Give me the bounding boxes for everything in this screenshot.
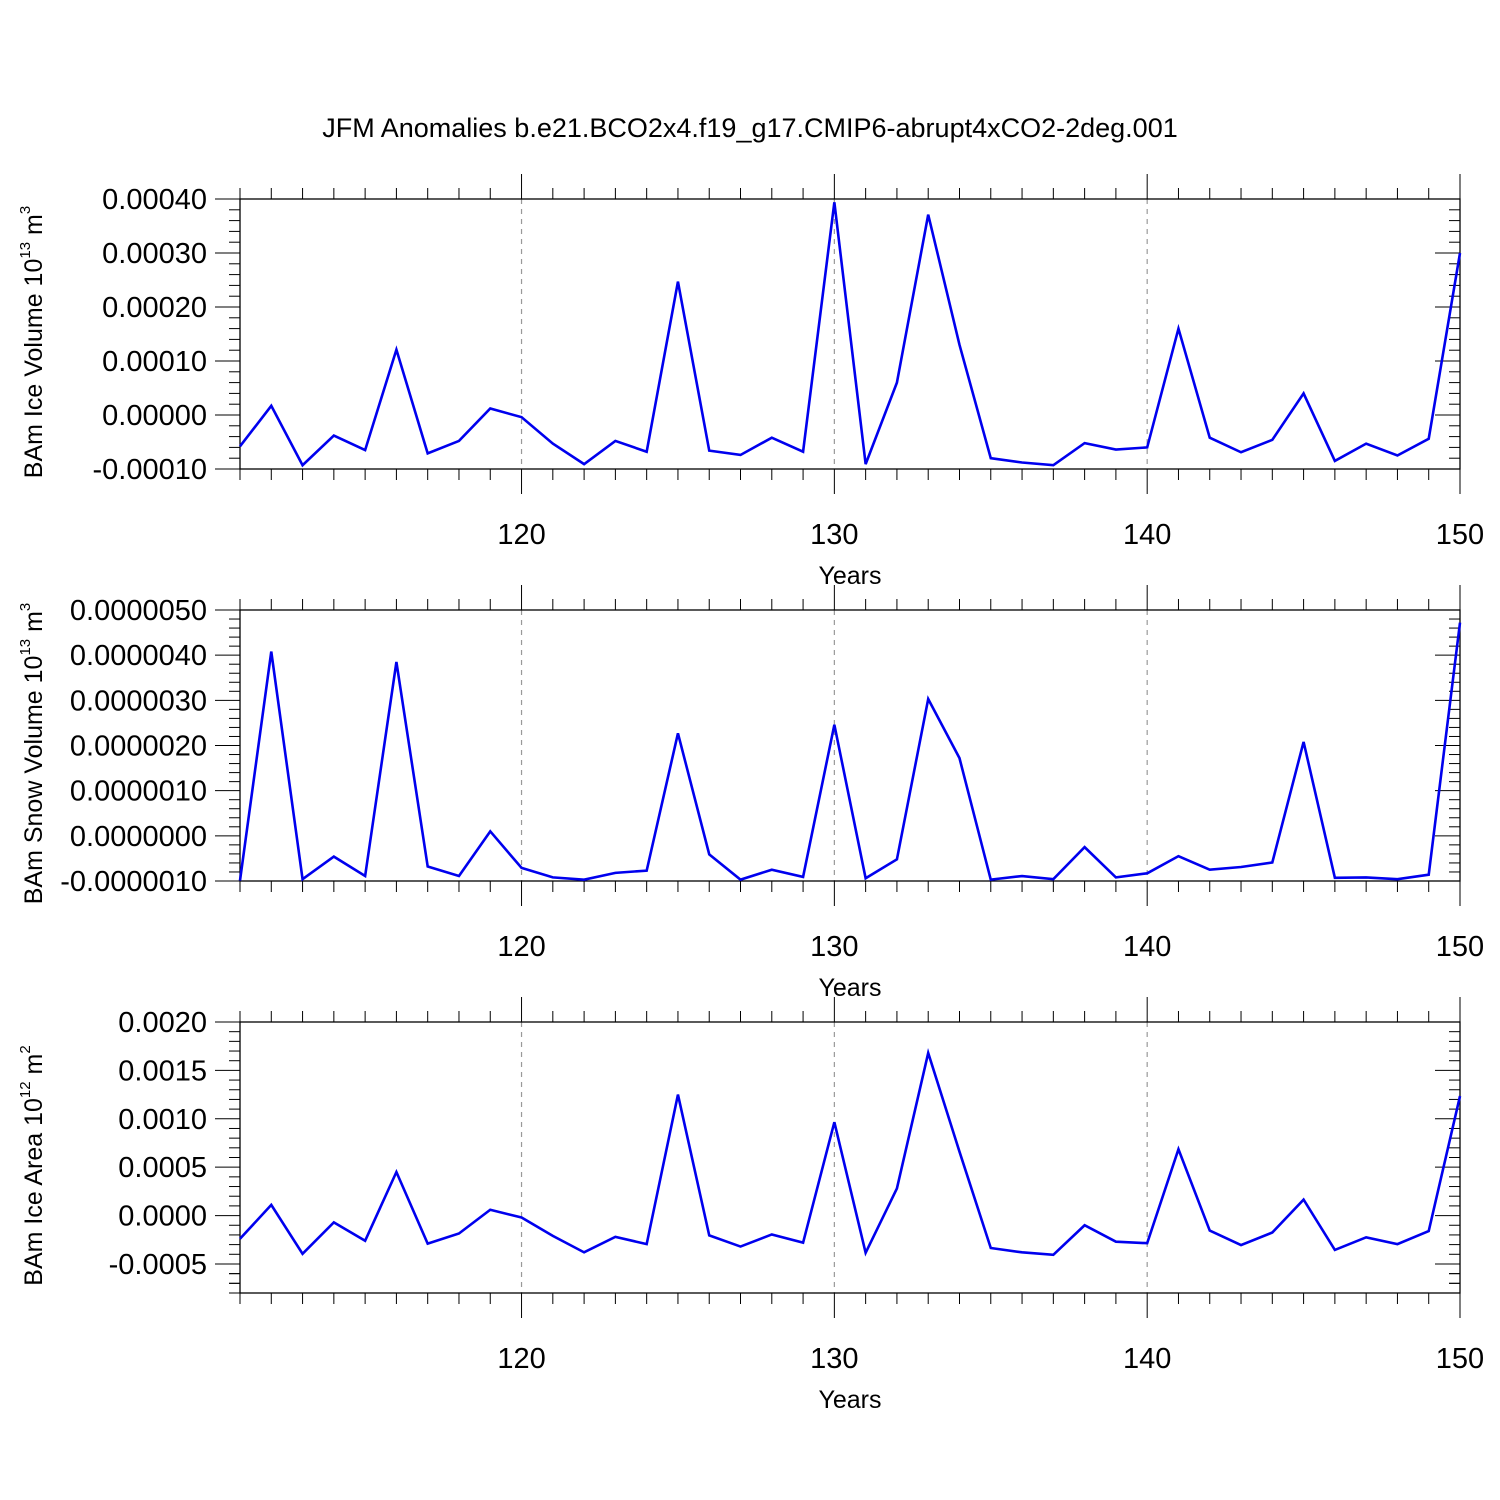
y-tick-label: 0.00010 <box>102 346 207 378</box>
y-axis-title-text: BAm Snow Volume 10 <box>20 656 48 905</box>
x-tick-label: 120 <box>497 1343 545 1375</box>
x-tick-label: 130 <box>810 519 858 551</box>
x-axis-title: Years <box>818 562 881 590</box>
y-tick-label: 0.00020 <box>102 292 207 324</box>
y-axis-title-unit: m <box>20 1054 48 1082</box>
y-axis-title: BAm Ice Area 1012 m2 <box>17 1045 48 1285</box>
y-axis-title-exponent: 13 <box>17 242 34 259</box>
y-axis-title-unit-exponent: 2 <box>17 1045 34 1053</box>
y-tick-label: 0.0000000 <box>70 821 207 853</box>
y-tick-label: 0.0020 <box>118 1007 207 1039</box>
y-axis-title: BAm Ice Volume 1013 m3 <box>17 206 48 478</box>
y-tick-label: 0.00030 <box>102 238 207 270</box>
series-line <box>240 1053 1460 1255</box>
ice-area-panel: -0.0005 0.0000 0.0005 0.0010 0.0015 0.0020 120… <box>17 997 1484 1414</box>
x-tick-label: 140 <box>1123 931 1171 963</box>
y-axis-title-text: BAm Ice Volume 10 <box>20 259 48 479</box>
y-tick-label: 0.0000010 <box>70 776 207 808</box>
y-axis-title-exponent: 12 <box>17 1081 34 1098</box>
y-tick-label: 0.0000050 <box>70 595 207 627</box>
y-tick-label: 0.0010 <box>118 1104 207 1136</box>
series-line <box>240 623 1460 881</box>
y-tick-label: -0.00010 <box>93 454 208 486</box>
x-tick-label: 130 <box>810 1343 858 1375</box>
y-tick-label: -0.0000010 <box>60 866 207 898</box>
y-tick-label: 0.0000040 <box>70 640 207 672</box>
x-tick-label: 140 <box>1123 519 1171 551</box>
x-tick-label: 150 <box>1436 931 1484 963</box>
y-axis-title-unit: m <box>20 611 48 639</box>
x-tick-label: 120 <box>497 931 545 963</box>
y-tick-label: -0.0005 <box>109 1249 207 1281</box>
plot-frame <box>240 1022 1460 1293</box>
y-axis-title: BAm Snow Volume 1013 m3 <box>17 603 48 905</box>
x-tick-label: 140 <box>1123 1343 1171 1375</box>
y-tick-label: 0.00040 <box>102 184 207 216</box>
snow-volume-panel: -0.0000010 0.0000000 0.0000010 0.0000020 0.0… <box>17 585 1484 1002</box>
x-axis-title: Years <box>818 1386 881 1414</box>
panels: -0.00010 0.00000 0.00010 0.00020 0.00030 0.00… <box>17 174 1484 1414</box>
y-axis-title-exponent: 13 <box>17 639 34 656</box>
x-tick-label: 120 <box>497 519 545 551</box>
y-tick-label: 0.0005 <box>118 1152 207 1184</box>
y-tick-label: 0.0015 <box>118 1055 207 1087</box>
x-tick-label: 130 <box>810 931 858 963</box>
y-tick-label: 0.0000030 <box>70 685 207 717</box>
y-axis-title-unit-exponent: 3 <box>17 603 34 611</box>
y-tick-label: 0.0000 <box>118 1201 207 1233</box>
y-axis-title-unit-exponent: 3 <box>17 206 34 214</box>
y-tick-label: 0.00000 <box>102 400 207 432</box>
y-tick-label: 0.0000020 <box>70 731 207 763</box>
y-axis-title-text: BAm Ice Area 10 <box>20 1098 48 1286</box>
series-line <box>240 202 1460 465</box>
ice-volume-panel: -0.00010 0.00000 0.00010 0.00020 0.00030 0.00… <box>17 174 1484 590</box>
x-axis-title: Years <box>818 974 881 1002</box>
figure-title: JFM Anomalies b.e21.BCO2x4.f19_g17.CMIP6… <box>322 113 1177 143</box>
y-axis-title-unit: m <box>20 214 48 242</box>
x-tick-label: 150 <box>1436 519 1484 551</box>
x-tick-label: 150 <box>1436 1343 1484 1375</box>
